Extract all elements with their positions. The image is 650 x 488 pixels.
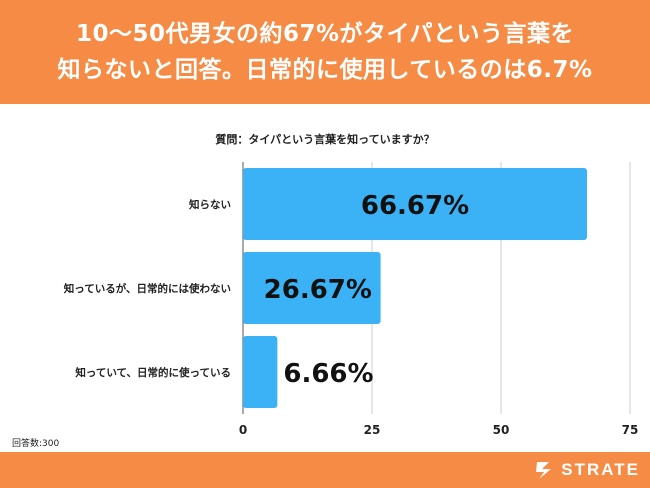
headline-line-1: 10〜50代男女の約67%がタイパという言葉を: [75, 21, 575, 47]
category-label-0: 知らない: [189, 198, 231, 211]
bar-chart: 0 25 50 75 知らない 66.67% 知っているが、日常的には使わない 26.67% 知…: [64, 162, 639, 436]
bar-2: [243, 336, 278, 408]
respondent-count: 回答数:300: [12, 439, 60, 449]
header-banner: 10〜50代男女の約67%がタイパという言葉を 知らないと回答。日常的に使用して…: [0, 0, 650, 104]
value-label-0: 66.67%: [361, 191, 469, 221]
bar-1: [243, 252, 381, 324]
x-tick-label-3: 75: [622, 423, 639, 436]
strate-logo: STRATE: [533, 459, 640, 481]
logo-mark-icon: [536, 462, 552, 479]
footer-banner: STRATE: [0, 452, 650, 488]
category-label-1: 知っているが、日常的には使わない: [64, 282, 231, 295]
value-label-2: 6.66%: [283, 359, 373, 389]
x-tick-label-0: 0: [239, 423, 247, 436]
category-label-2: 知っていて、日常的に使っている: [75, 366, 231, 379]
value-label-1: 26.67%: [264, 275, 372, 305]
logo-text: STRATE: [561, 460, 640, 479]
survey-question: 質問：タイパという言葉を知っていますか？: [215, 133, 435, 146]
bar-0: [243, 168, 588, 240]
headline-line-2: 知らないと回答。日常的に使用しているのは6.7%: [57, 57, 593, 83]
x-tick-label-1: 25: [364, 423, 381, 436]
x-tick-label-2: 50: [493, 423, 510, 436]
